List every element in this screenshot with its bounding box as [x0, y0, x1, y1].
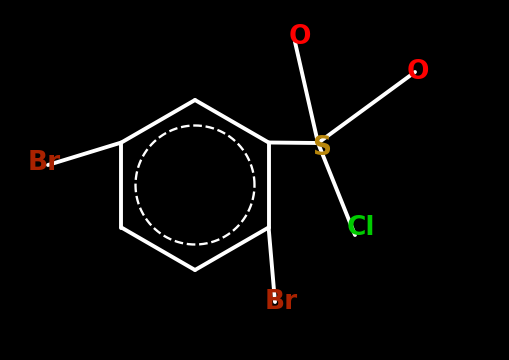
Text: Cl: Cl — [346, 215, 375, 241]
Text: S: S — [312, 135, 331, 161]
Text: Br: Br — [265, 289, 298, 315]
Text: Br: Br — [28, 150, 61, 176]
Text: O: O — [406, 59, 429, 85]
Text: O: O — [288, 24, 310, 50]
